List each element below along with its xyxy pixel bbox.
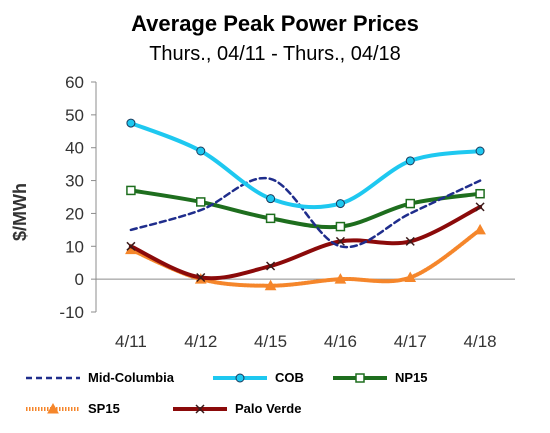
y-tick-label: 60 — [65, 73, 84, 92]
legend-marker — [355, 373, 365, 383]
data-point-palo-verde — [196, 272, 206, 283]
data-point-palo-verde — [335, 236, 345, 246]
data-point-sp15 — [334, 273, 347, 284]
legend-label: Palo Verde — [235, 401, 301, 416]
data-point-palo-verde — [266, 261, 276, 271]
x-tick-labels: 4/11 4/12 4/15 4/16 4/17 4/18 — [115, 332, 497, 351]
legend-item-palo-verde: Palo Verde — [173, 401, 301, 416]
data-point-cob — [126, 118, 136, 128]
data-point-sp15 — [474, 223, 486, 235]
axes — [91, 81, 515, 313]
series-palo-verde — [126, 202, 485, 283]
legend-item-sp15: SP15 — [26, 401, 120, 416]
y-tick-label: 50 — [65, 106, 84, 125]
series-mid-columbia — [129, 176, 482, 249]
x-tick-label: 4/17 — [394, 332, 427, 351]
legend-item-np15: NP15 — [333, 370, 428, 385]
data-point-cob — [475, 146, 485, 156]
series-layer — [125, 118, 486, 291]
data-point-np15 — [196, 197, 206, 207]
y-tick-label: 20 — [65, 204, 84, 223]
y-tick-label: 30 — [65, 172, 84, 191]
data-point-np15 — [475, 188, 485, 199]
x-tick-label: 4/12 — [184, 332, 217, 351]
x-tick-label: 4/16 — [324, 332, 357, 351]
data-point-palo-verde — [405, 236, 415, 246]
series-line-palo-verde — [128, 204, 483, 281]
x-tick-label: 4/18 — [464, 332, 497, 351]
legend-label: Mid-Columbia — [88, 370, 175, 385]
chart-title: Average Peak Power Prices — [131, 11, 419, 36]
x-marker-stroke — [195, 404, 205, 414]
data-point-palo-verde — [475, 202, 485, 212]
data-point-np15 — [405, 198, 415, 209]
legend-label: COB — [275, 370, 304, 385]
series-np15 — [126, 185, 485, 232]
legend-marker — [47, 402, 59, 414]
y-tick-label: 0 — [75, 270, 84, 289]
legend: Mid-Columbia COB NP15 SP15 Palo Verde — [26, 370, 428, 416]
data-point-sp15 — [404, 271, 417, 282]
chart-subtitle: Thurs., 04/11 - Thurs., 04/18 — [149, 43, 401, 65]
legend-marker — [195, 404, 205, 414]
legend-item-cob: COB — [213, 370, 304, 385]
y-tick-labels: 60 50 40 30 20 10 0 -10 — [59, 73, 84, 322]
x-marker-stroke — [196, 272, 206, 283]
x-tick-label: 4/15 — [254, 332, 287, 351]
series-line-np15 — [128, 188, 483, 230]
data-point-np15 — [335, 221, 346, 232]
data-point-cob — [335, 199, 345, 209]
y-tick-label: -10 — [59, 303, 84, 322]
data-point-np15 — [265, 213, 276, 224]
x-tick-label: 4/11 — [115, 332, 147, 351]
x-marker-stroke — [126, 241, 136, 251]
x-marker-stroke — [475, 202, 485, 212]
data-point-cob — [405, 156, 415, 166]
y-tick-label: 10 — [65, 237, 84, 256]
x-marker-stroke — [405, 236, 415, 246]
data-point-cob — [266, 194, 276, 204]
legend-label: NP15 — [395, 370, 428, 385]
x-marker-stroke — [266, 261, 276, 271]
legend-marker — [235, 373, 245, 383]
data-point-palo-verde — [126, 241, 136, 251]
series-cob — [126, 118, 485, 210]
y-tick-label: 40 — [65, 139, 84, 158]
legend-label: SP15 — [88, 401, 120, 416]
y-axis-label: $/MWh — [10, 183, 30, 241]
data-point-sp15 — [264, 279, 277, 291]
legend-item-mid-columbia: Mid-Columbia — [26, 370, 175, 385]
series-line-mid-columbia — [129, 176, 482, 249]
data-point-cob — [196, 146, 206, 156]
x-marker-stroke — [335, 236, 345, 246]
data-point-np15 — [126, 185, 136, 196]
